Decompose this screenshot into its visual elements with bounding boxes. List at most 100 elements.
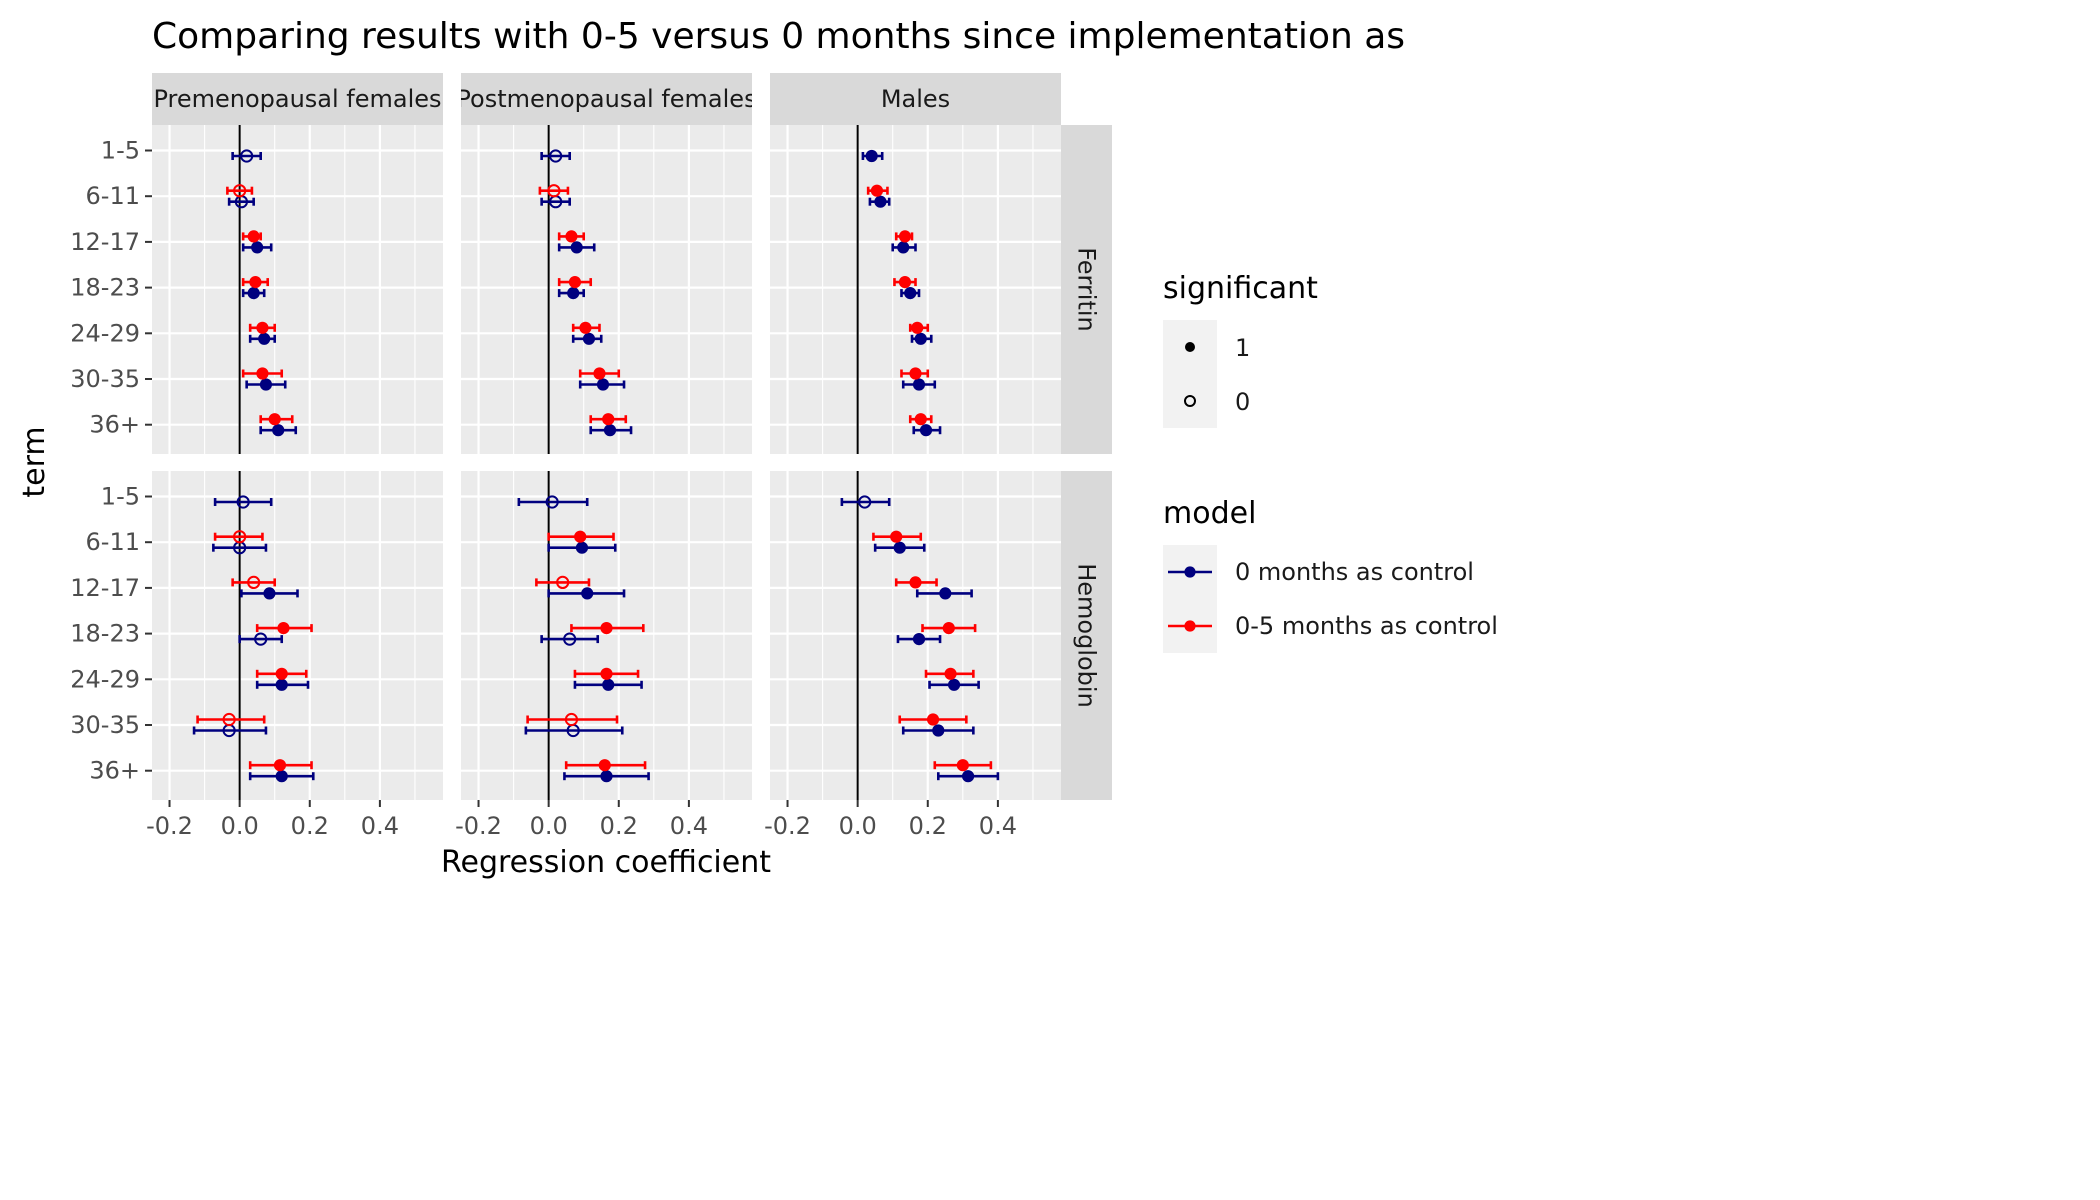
data-point-significant	[581, 587, 594, 600]
series-0-5-months-as-control	[538, 184, 628, 426]
y-tick-label: 1-5	[101, 137, 140, 165]
series-0-5-months-as-control	[196, 530, 313, 772]
panel-ferritin-premenopausal-females	[152, 125, 443, 454]
error-bar	[192, 726, 268, 735]
x-tick-label: 0.0	[221, 812, 259, 840]
x-tick-label: 0.4	[361, 812, 399, 840]
data-point-significant	[919, 424, 933, 437]
data-hemoglobin-premenopausal-females	[192, 495, 315, 783]
series-0-5-months-as-control	[226, 184, 294, 426]
data-point-significant	[582, 332, 596, 345]
data-point-significant	[932, 724, 945, 737]
error-bar	[524, 726, 624, 735]
data-point-significant	[272, 424, 285, 437]
series-0-months-as-control	[227, 149, 298, 437]
data-ferritin-postmenopausal-females	[538, 149, 633, 437]
data-point-significant	[593, 367, 606, 380]
series-0-months-as-control	[517, 495, 650, 783]
data-point-nonsignificant	[545, 495, 559, 509]
data-point-significant	[273, 759, 287, 772]
data-point-significant	[247, 287, 260, 300]
series-0-months-as-control	[861, 149, 942, 437]
data-point-significant	[961, 770, 975, 783]
x-tick-label: 0.2	[291, 812, 329, 840]
error-bar	[231, 578, 277, 587]
data-point-significant	[259, 378, 273, 391]
strip-background	[461, 73, 752, 125]
data-point-significant	[251, 241, 264, 254]
data-point-significant	[598, 759, 611, 772]
data-point-significant	[275, 770, 288, 783]
data-point-significant	[914, 413, 927, 426]
data-point-significant	[898, 230, 912, 243]
strip-background	[1061, 471, 1112, 800]
data-point-nonsignificant	[563, 632, 577, 646]
legend-significant: significant 1 0	[1163, 271, 1318, 428]
x-tick-label: 0.4	[670, 812, 708, 840]
row-strip-hemoglobin: Hemoglobin	[1061, 471, 1112, 800]
data-point-significant	[942, 622, 955, 635]
panel-background	[152, 125, 443, 454]
y-tick-label: 30-35	[70, 365, 140, 393]
data-point-significant	[912, 633, 926, 646]
series-0-months-as-control	[840, 495, 1000, 783]
error-bar	[196, 715, 266, 724]
data-point-significant	[909, 576, 922, 589]
series-0-months-as-control	[540, 149, 633, 437]
data-point-significant	[600, 770, 613, 783]
data-point-nonsignificant	[254, 632, 268, 646]
legend-title-significant: significant	[1163, 271, 1318, 306]
data-point-nonsignificant	[549, 149, 563, 163]
data-point-significant	[898, 276, 912, 289]
data-point-significant	[893, 541, 906, 554]
data-point-significant	[258, 332, 271, 345]
strip-background	[152, 73, 443, 125]
data-point-significant	[277, 622, 290, 635]
panel-background	[152, 471, 443, 800]
data-point-nonsignificant	[233, 184, 247, 198]
x-tick-label: -0.2	[146, 812, 193, 840]
x-tick-label: 0.2	[600, 812, 638, 840]
legend-model: model 0 months as control 0-5 months as co…	[1163, 496, 1498, 653]
y-axis-title: term	[17, 426, 52, 497]
data-point-significant	[256, 367, 269, 380]
data-point-significant	[874, 195, 887, 208]
panel-hemoglobin-postmenopausal-females	[461, 471, 752, 800]
error-bar	[540, 635, 600, 644]
data-point-significant	[926, 713, 940, 726]
error-bar	[517, 498, 589, 506]
x-tick-label: -0.2	[455, 812, 502, 840]
x-tick-label: 0.4	[979, 812, 1017, 840]
data-point-nonsignificant	[236, 495, 250, 509]
data-point-significant	[600, 667, 613, 680]
series-0-months-as-control	[192, 495, 315, 783]
data-point-significant	[268, 413, 281, 426]
legend-key-open-point	[1184, 395, 1196, 407]
data-point-significant	[596, 378, 610, 391]
strip-background	[1061, 125, 1112, 454]
data-point-significant	[247, 230, 260, 243]
column-strip-label: Males	[881, 85, 950, 113]
data-point-significant	[256, 321, 269, 334]
data-point-nonsignificant	[858, 495, 872, 509]
data-point-nonsignificant	[233, 530, 247, 544]
data-point-nonsignificant	[556, 575, 570, 590]
data-point-significant	[911, 321, 924, 334]
data-point-significant	[579, 321, 592, 334]
data-point-significant	[602, 678, 615, 691]
error-bar	[213, 498, 273, 506]
error-bar	[231, 152, 262, 160]
data-point-nonsignificant	[547, 184, 561, 198]
chart-canvas: Comparing results with 0-5 versus 0 mont…	[17, 16, 1498, 880]
error-bar	[538, 186, 570, 195]
data-point-significant	[909, 367, 922, 380]
y-tick-label: 24-29	[70, 665, 140, 693]
y-tick-label: 30-35	[70, 711, 140, 739]
y-tick-label: 6-11	[86, 182, 140, 210]
data-point-significant	[574, 530, 587, 543]
x-tick-label: 0.0	[839, 812, 877, 840]
data-point-significant	[600, 622, 613, 635]
series-0-5-months-as-control	[866, 184, 933, 426]
legend-key-point	[1184, 566, 1196, 578]
data-point-significant	[912, 378, 926, 391]
